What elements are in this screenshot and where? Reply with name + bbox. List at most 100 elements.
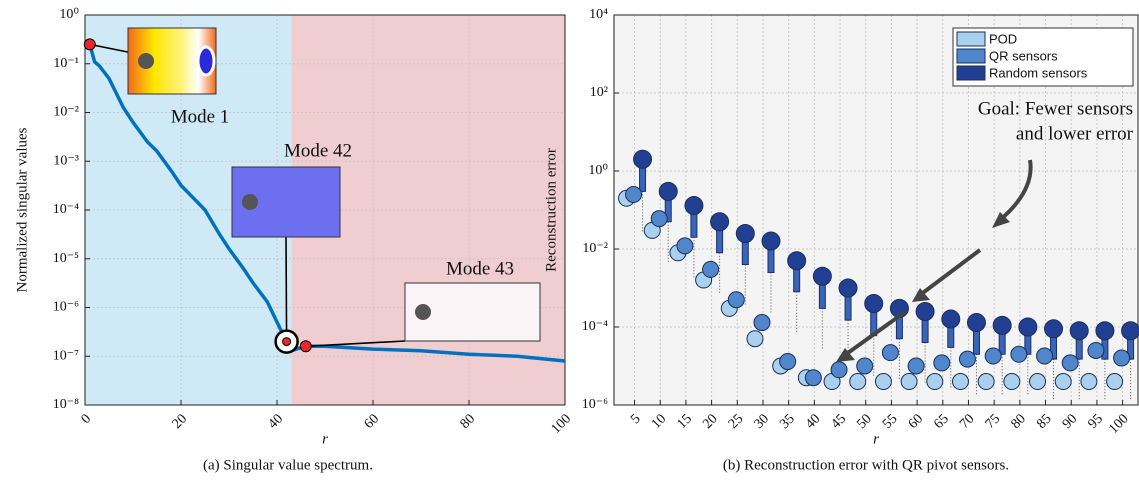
x-tick-label: 75	[983, 411, 1004, 432]
y-tick-label: 10⁻³	[53, 153, 79, 168]
y-tick-label: 10⁻²	[582, 241, 608, 256]
y-tick-label: 10⁴	[589, 7, 608, 22]
marker	[1069, 321, 1089, 341]
marker	[984, 347, 1002, 365]
y-axis-label: Reconstruction error	[543, 148, 559, 272]
marker	[1036, 347, 1054, 365]
x-tick-label: 40	[803, 411, 824, 432]
x-tick-label: 90	[1060, 411, 1081, 432]
marker	[992, 315, 1012, 335]
x-tick-label: 55	[880, 411, 901, 432]
x-tick-label: 5	[628, 411, 644, 427]
marker	[915, 301, 935, 321]
marker	[812, 266, 832, 286]
marker	[1029, 373, 1047, 391]
marker	[658, 181, 678, 201]
y-tick-label: 10⁻⁴	[53, 202, 79, 217]
marker	[735, 223, 755, 243]
marker	[864, 294, 884, 314]
x-tick-label: 50	[854, 411, 875, 432]
line	[88, 43, 566, 363]
marker	[676, 237, 694, 255]
y-tick-label: 10⁰	[588, 163, 608, 178]
highlight-point	[83, 38, 96, 51]
marker	[1095, 321, 1115, 341]
arrow	[843, 310, 907, 357]
marker	[1121, 321, 1139, 341]
marker	[874, 373, 892, 391]
x-tick-label: 85	[1034, 411, 1055, 432]
y-axis-label: Normalized singular values	[14, 127, 30, 292]
arrow	[918, 248, 982, 297]
marker	[958, 350, 976, 368]
marker	[727, 291, 745, 309]
y-tick-label: 10⁻⁶	[582, 397, 608, 412]
x-tick-label: 80	[458, 411, 479, 432]
marker	[1087, 341, 1105, 359]
x-tick-label: 100	[549, 411, 574, 436]
cylinder	[242, 194, 258, 210]
y-tick-label: 10⁻⁵	[53, 251, 79, 266]
legend-label: QR sensors	[989, 48, 1058, 63]
x-tick-label: 25	[726, 411, 747, 432]
arrowhead	[836, 348, 855, 362]
arrowhead	[992, 212, 1010, 228]
marker	[881, 344, 899, 362]
marker	[625, 185, 643, 203]
x-axis-label: r	[873, 431, 879, 447]
legend-swatch	[956, 65, 986, 81]
y-tick-label: 10⁻⁸	[53, 397, 79, 412]
annotation: Mode 42	[284, 140, 352, 161]
marker	[838, 278, 858, 298]
arrow	[998, 159, 1033, 222]
y-tick-label: 10⁻⁷	[53, 348, 79, 363]
marker	[804, 369, 822, 387]
marker	[1010, 345, 1028, 363]
marker	[926, 373, 944, 391]
legend-swatch	[956, 48, 986, 64]
highlight-point	[282, 337, 292, 347]
x-tick-label: 20	[170, 411, 191, 432]
marker	[856, 357, 874, 375]
marker	[761, 231, 781, 251]
legend-label: POD	[989, 31, 1017, 46]
marker	[1080, 373, 1098, 391]
marker	[907, 357, 925, 375]
highlight-point	[299, 340, 312, 353]
marker	[941, 309, 961, 329]
x-tick-label: 95	[1086, 411, 1107, 432]
x-tick-label: 100	[1106, 411, 1131, 436]
cylinder	[138, 53, 154, 69]
marker	[633, 149, 653, 169]
y-tick-label: 10⁻⁶	[53, 300, 79, 315]
legend-label: Random sensors	[989, 65, 1088, 80]
marker	[684, 196, 704, 216]
marker	[753, 314, 771, 332]
marker	[1054, 373, 1072, 391]
x-tick-label: 45	[829, 411, 850, 432]
x-tick-label: 35	[777, 411, 798, 432]
marker	[933, 354, 951, 372]
x-tick-label: 15	[675, 411, 696, 432]
x-tick-label: 0	[79, 411, 95, 427]
x-axis-label: r	[322, 431, 328, 447]
marker	[951, 373, 969, 391]
marker	[1018, 317, 1038, 337]
arrowhead	[912, 288, 930, 302]
marker	[702, 260, 720, 278]
marker	[746, 330, 764, 348]
cylinder	[415, 304, 431, 320]
annotation: and lower error	[1016, 123, 1134, 144]
marker	[900, 373, 918, 391]
x-tick-label: 40	[266, 411, 287, 432]
marker	[650, 210, 668, 228]
marker	[1106, 373, 1124, 391]
marker	[830, 361, 848, 379]
y-tick-label: 10⁻²	[53, 105, 79, 120]
marker	[787, 251, 807, 271]
caption: (b) Reconstruction error with QR pivot s…	[723, 457, 1009, 473]
annotation: Goal: Fewer sensors	[978, 98, 1133, 119]
y-tick-label: 10⁻⁴	[582, 319, 608, 334]
vortex	[196, 45, 216, 77]
